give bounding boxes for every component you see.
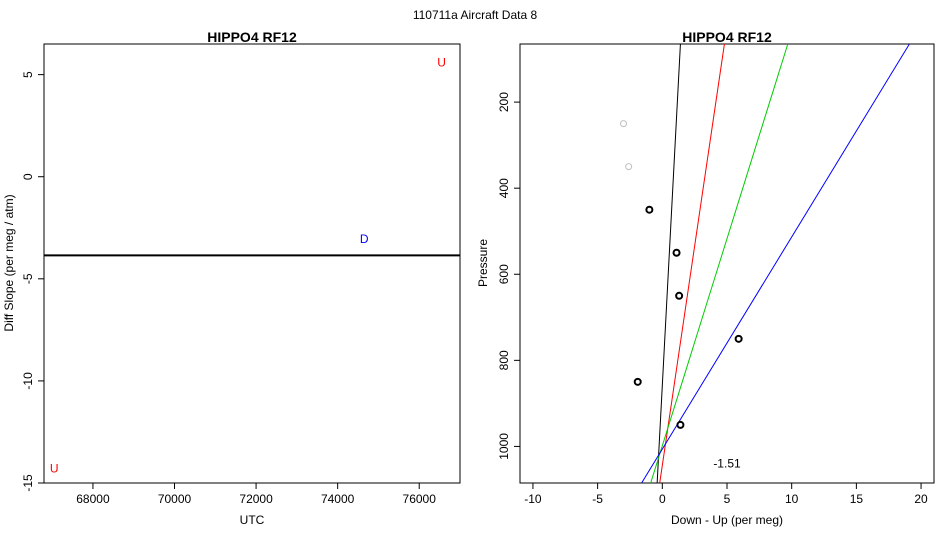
right-y-tick-label: 1000 (497, 433, 511, 460)
left-plot-frame (43, 43, 461, 484)
right-data-point (675, 291, 684, 300)
right-fit-line (656, 44, 681, 483)
left-marks: U D U (44, 55, 460, 476)
right-x-tick-label: 15 (850, 492, 864, 506)
right-data-point (734, 334, 743, 343)
left-y-tick-label: 5 (21, 71, 35, 78)
right-x-tick-label: 5 (724, 492, 731, 506)
right-y-tick-label: 200 (497, 92, 511, 112)
left-y-tick-label: 0 (21, 173, 35, 180)
left-x-tick-label: 70000 (158, 492, 192, 506)
figure-title: 110711a Aircraft Data 8 (413, 8, 538, 22)
right-panel-pressure: HIPPO4 RF12 -1.51 -10 -5 0 5 10 15 20 200 400 600… (476, 29, 935, 527)
right-data-point (645, 205, 654, 214)
left-y-tick-label: -10 (21, 372, 35, 390)
left-point-label: U (50, 462, 59, 476)
right-x-tick-label: 0 (659, 492, 666, 506)
right-y-tick-label: 600 (497, 264, 511, 284)
right-x-axis-label: Down - Up (per meg) (671, 513, 783, 527)
right-y-tick-label: 800 (497, 350, 511, 370)
right-fit-lines (641, 44, 910, 483)
left-x-axis-label: UTC (240, 513, 265, 527)
right-x-tick-label: -5 (592, 492, 603, 506)
right-fit-line (641, 44, 910, 483)
right-x-tick-label: 10 (785, 492, 799, 506)
right-data-point (672, 248, 681, 257)
right-fit-line (650, 44, 789, 483)
left-point-label: D (360, 232, 369, 246)
left-x-tick-label: 74000 (321, 492, 355, 506)
left-y-tick-label: -15 (21, 474, 35, 492)
right-plot-frame (519, 43, 935, 484)
right-data-point (620, 120, 627, 128)
right-marks: -1.51 (620, 44, 910, 483)
right-data-point (625, 163, 633, 171)
right-y-axis-label: Pressure (476, 239, 490, 287)
right-fit-line (659, 44, 725, 483)
right-data-point (633, 377, 642, 386)
left-x-tick-label: 72000 (239, 492, 273, 506)
right-axes: -10 -5 0 5 10 15 20 200 400 600 800 1000 (497, 92, 928, 506)
left-panel-title: HIPPO4 RF12 (207, 29, 297, 45)
left-y-tick-label: -5 (21, 273, 35, 284)
left-axes: 68000 70000 72000 74000 76000 -15 -10 -5 0 5 (21, 71, 436, 506)
right-data-point (676, 420, 685, 429)
right-x-tick-label: -10 (524, 492, 542, 506)
right-x-tick-label: 20 (914, 492, 928, 506)
right-y-tick-label: 400 (497, 178, 511, 198)
right-panel-title: HIPPO4 RF12 (682, 29, 772, 45)
left-x-tick-label: 76000 (403, 492, 437, 506)
left-x-tick-label: 68000 (76, 492, 110, 506)
left-point-label: U (437, 55, 446, 69)
left-panel-diff-slope: HIPPO4 RF12 68000 70000 72000 74000 76000 -15… (2, 29, 461, 527)
left-y-axis-label: Diff Slope (per meg / atm) (2, 194, 16, 331)
right-annotation: -1.51 (713, 457, 741, 471)
